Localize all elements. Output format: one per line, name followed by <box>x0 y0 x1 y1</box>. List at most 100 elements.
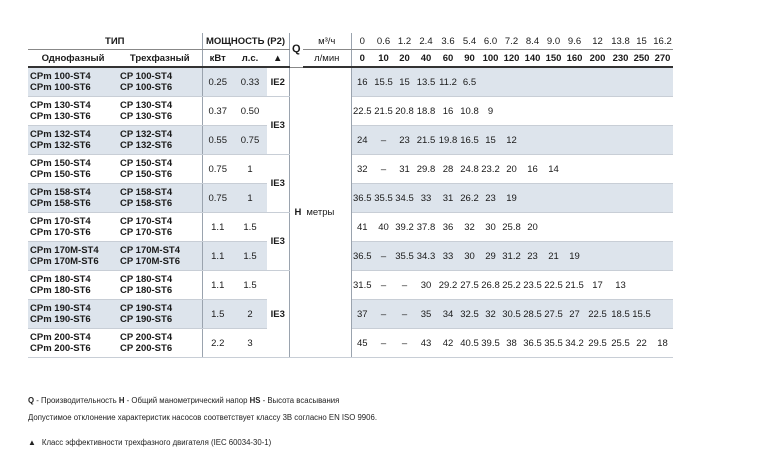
lmin-value: 40 <box>415 49 437 68</box>
model-name: CPm 132-ST6 <box>30 140 91 151</box>
three-phase-models: CP 100-ST4 CP 100-ST6 <box>118 67 203 97</box>
head-value: 40 <box>373 212 394 242</box>
m3h-value: 0 <box>351 33 373 50</box>
q-header: Q <box>289 33 303 68</box>
head-value <box>543 212 564 242</box>
model-name: CP 158-ST6 <box>120 198 173 209</box>
lmin-value: 230 <box>610 49 631 68</box>
m3h-value: 16.2 <box>652 33 673 50</box>
hs-description: - Высота всасывания <box>260 396 340 405</box>
head-value <box>585 241 610 271</box>
head-value <box>610 125 631 155</box>
head-value: 6.5 <box>459 67 480 97</box>
head-value: 31 <box>394 154 415 184</box>
head-value: 34.5 <box>394 183 415 213</box>
model-name: CP 130-ST6 <box>120 111 173 122</box>
head-value: 26.2 <box>459 183 480 213</box>
three-phase-header: Трехфазный <box>118 49 203 68</box>
model-name: CP 100-ST6 <box>120 82 173 93</box>
head-value: 22.5 <box>585 299 610 329</box>
three-phase-models: CP 132-ST4 CP 132-ST6 <box>118 125 203 155</box>
model-name: CPm 170-ST6 <box>30 227 91 238</box>
h-description: - Общий манометрический напор <box>124 396 250 405</box>
head-value: – <box>373 299 394 329</box>
lmin-value: 200 <box>585 49 610 68</box>
power-hp: 1 <box>233 183 267 213</box>
lmin-value: 10 <box>373 49 394 68</box>
head-value <box>652 299 673 329</box>
power-hp: 1 <box>233 154 267 184</box>
head-value: 24 <box>351 125 373 155</box>
head-value: 27.5 <box>459 270 480 300</box>
single-phase-models: CPm 150-ST4 CPm 150-ST6 <box>28 154 118 184</box>
head-value: 31.5 <box>351 270 373 300</box>
head-value <box>652 96 673 126</box>
head-value: 32.5 <box>459 299 480 329</box>
head-value: 22.5 <box>543 270 564 300</box>
head-value <box>543 125 564 155</box>
tolerance-note: Допустимое отклонение характеристик насо… <box>28 413 377 422</box>
lmin-value: 0 <box>351 49 373 68</box>
head-value: 16 <box>522 154 543 184</box>
head-value <box>564 183 585 213</box>
head-value: 28 <box>437 154 459 184</box>
head-value <box>652 125 673 155</box>
head-value: 30 <box>480 212 501 242</box>
h-unit: метры <box>306 207 335 218</box>
model-name: CP 180-ST6 <box>120 285 173 296</box>
power-kw: 0.75 <box>202 183 233 213</box>
head-value: 25.2 <box>501 270 522 300</box>
power-hp: 0.50 <box>233 96 267 126</box>
head-value <box>610 241 631 271</box>
head-value: 35.5 <box>394 241 415 271</box>
h-key: H <box>118 396 125 405</box>
head-value: 32 <box>480 299 501 329</box>
head-value <box>585 154 610 184</box>
model-name: CPm 180-ST6 <box>30 285 91 296</box>
head-value: 23 <box>522 241 543 271</box>
head-value: 29 <box>480 241 501 271</box>
model-name: CPm 150-ST6 <box>30 169 91 180</box>
head-value: 18.5 <box>610 299 631 329</box>
head-value: – <box>373 270 394 300</box>
lmin-value: 250 <box>631 49 652 68</box>
table-row: CPm 200-ST4 CPm 200-ST6 CP 200-ST4 CP 200-S… <box>28 328 673 358</box>
model-name: CP 132-ST4 <box>120 129 173 140</box>
head-value <box>631 67 652 97</box>
model-name: CP 150-ST4 <box>120 158 173 169</box>
head-value <box>585 67 610 97</box>
head-value <box>585 96 610 126</box>
model-name: CP 190-ST6 <box>120 314 173 325</box>
model-name: CPm 100-ST4 <box>30 71 91 82</box>
power-hp: 1.5 <box>233 270 267 300</box>
head-value <box>501 67 522 97</box>
model-name: CP 100-ST4 <box>120 71 173 82</box>
model-name: CP 170-ST4 <box>120 216 173 227</box>
head-value: – <box>373 328 394 358</box>
head-value: 33 <box>415 183 437 213</box>
model-name: CP 130-ST4 <box>120 100 173 111</box>
three-phase-models: CP 190-ST4 CP 190-ST6 <box>118 299 203 329</box>
head-value: 18.8 <box>415 96 437 126</box>
table-row: CPm 100-ST4 CPm 100-ST6 CP 100-ST4 CP 100-S… <box>28 67 673 358</box>
head-value: 21.5 <box>373 96 394 126</box>
model-name: CPm 170M-ST4 <box>30 245 99 256</box>
head-value <box>652 67 673 97</box>
head-value: 37 <box>351 299 373 329</box>
lmin-value: 270 <box>652 49 673 68</box>
head-value <box>652 212 673 242</box>
head-value <box>480 67 501 97</box>
m3h-value: 9.6 <box>564 33 585 50</box>
head-value: 19 <box>564 241 585 271</box>
head-value: 30.5 <box>501 299 522 329</box>
head-value: 32 <box>351 154 373 184</box>
data-body: CPm 100-ST4 CPm 100-ST6 CP 100-ST4 CP 100-S… <box>28 67 673 358</box>
model-name: CP 158-ST4 <box>120 187 173 198</box>
m3h-value: 13.8 <box>610 33 631 50</box>
hs-key: HS <box>249 396 261 405</box>
head-value: 35.5 <box>543 328 564 358</box>
head-value: 34.2 <box>564 328 585 358</box>
triangle-icon: ▲ <box>28 438 36 447</box>
header-row-2: Однофазный Трехфазный кВт л.с. ▲ л/мин 0… <box>28 49 673 68</box>
